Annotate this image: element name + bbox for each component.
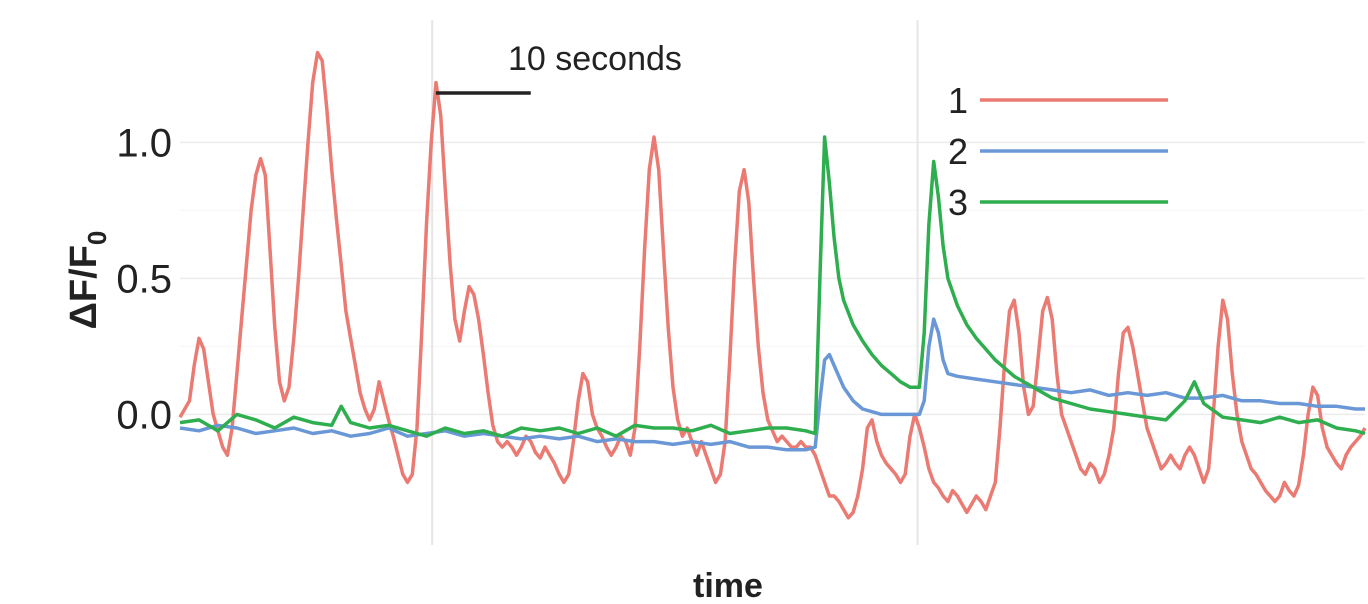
legend: 1 2 3 [948,80,1168,223]
y-axis-label: ΔF/F0 [63,231,112,330]
series-line-1 [178,50,1367,520]
y-axis-label-main: ΔF/F [63,245,105,329]
legend-label-2: 2 [948,131,968,172]
x-axis-label: time [693,567,763,604]
y-axis-ticks: 0.0 0.5 1.0 [116,121,172,437]
y-axis-label-subscript: 0 [82,231,112,245]
y-tick-label-1: 0.5 [116,257,172,301]
grid [180,20,1365,545]
series-lines [178,50,1367,520]
scale-bar: 10 seconds [435,40,682,95]
y-tick-label-0: 0.0 [116,393,172,437]
scale-bar-label: 10 seconds [508,40,682,78]
series-line-3 [179,135,1366,438]
legend-label-3: 3 [948,182,968,223]
legend-label-1: 1 [948,80,968,121]
y-tick-label-2: 1.0 [116,121,172,165]
